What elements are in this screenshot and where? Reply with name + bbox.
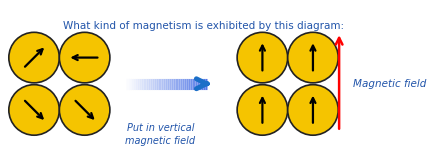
Circle shape [9, 85, 59, 135]
Circle shape [237, 32, 288, 83]
Circle shape [237, 85, 288, 135]
Circle shape [59, 32, 110, 83]
Text: What kind of magnetism is exhibited by this diagram:: What kind of magnetism is exhibited by t… [63, 22, 344, 31]
Text: Magnetic field: Magnetic field [353, 79, 426, 89]
Circle shape [9, 32, 59, 83]
Circle shape [288, 85, 338, 135]
Circle shape [288, 32, 338, 83]
Text: Put in vertical
magnetic field: Put in vertical magnetic field [125, 123, 195, 146]
Circle shape [59, 85, 110, 135]
